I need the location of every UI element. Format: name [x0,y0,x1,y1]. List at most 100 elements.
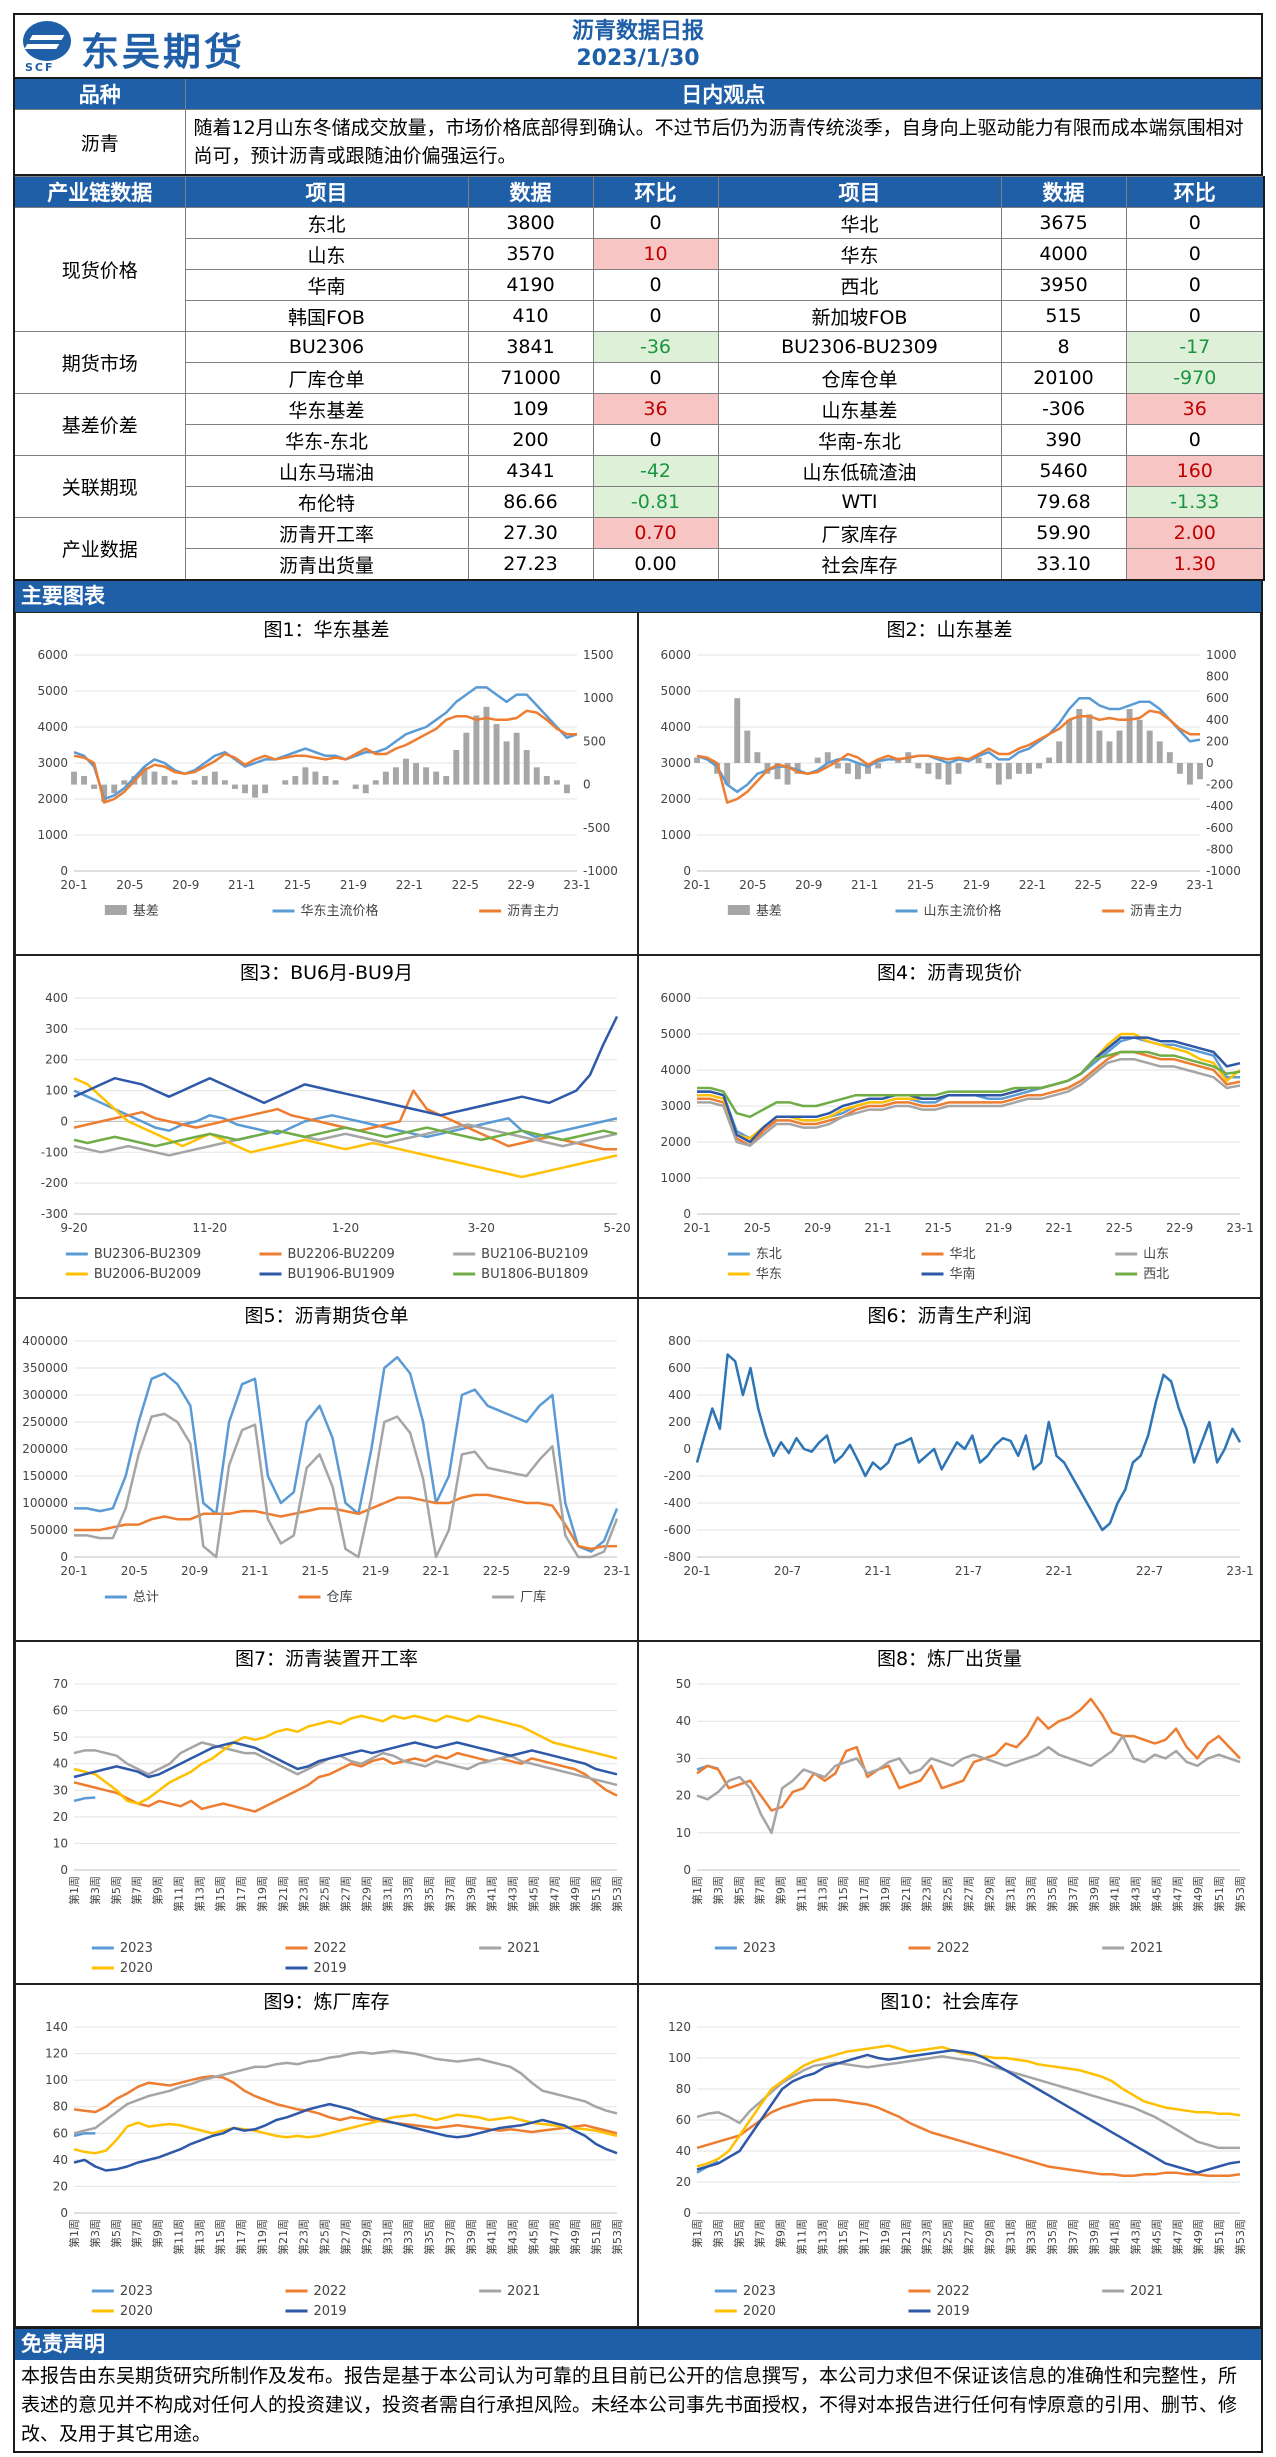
logo-mark-icon [23,21,71,61]
x-tick-label: 第53周 [1233,1876,1247,1912]
basis-bar [111,784,118,794]
y-tick-label: 0 [683,2206,691,2220]
x-tick-label: 第19周 [255,1876,269,1912]
x-tick-label: 第31周 [1003,2219,1017,2255]
x-tick-label: 第13周 [192,1876,206,1912]
item-change: 0.70 [592,517,719,549]
basis-bar [1056,741,1063,763]
item-value: 79.68 [1000,486,1127,518]
series-line [73,2074,618,2135]
table-row: 关联期现 山东马瑞油 4341 -42 山东低硫渣油 5460 160 [13,455,1265,518]
item-name: BU2306 [184,331,469,363]
legend-label: 华东 [756,1267,782,1282]
x-tick-label: 21-1 [851,878,878,892]
basis-bar [995,763,1002,785]
basis-bar [754,752,761,763]
basis-bar [101,784,108,802]
x-tick-label: 23-1 [603,1564,630,1578]
item-change: 36 [592,393,719,425]
disclaimer-title: 免责声明 [13,2327,1263,2360]
series-line [697,1032,1241,1140]
x-tick-label: 第29周 [982,1876,996,1912]
y-tick-label: 60 [53,1704,68,1718]
basis-bar [141,767,148,785]
basis-bar [332,780,339,785]
basis-bar [1106,741,1113,763]
legend-label: 华南 [950,1266,976,1282]
x-tick-label: 第43周 [1129,1876,1143,1912]
y-tick-label: 100 [668,2051,691,2065]
table-row: 期货市场 BU2306 3841 -36 BU2306-BU2309 8 -17 [13,331,1265,394]
basis-bar [453,750,460,785]
basis-bar [975,757,982,763]
basis-bar [1086,714,1093,763]
chart-svg: 0 1000 2000 3000 4000 5000 6000 20-1 20-5 20-9 21-… [660,991,1253,1282]
y-tick-label: 200 [45,1053,68,1067]
basis-bar [1186,763,1193,785]
y2-tick-label: 200 [1206,734,1229,748]
x-tick-label: 第27周 [962,2219,976,2255]
disclaimer-text: 本报告由东吴期货研究所制作及发布。报告是基于本公司认为可靠的且目前已公开的信息撰… [13,2360,1263,2453]
x-tick-label: 第19周 [255,2219,269,2255]
y-tick-label: 40 [676,2144,691,2158]
basis-bar [302,767,309,785]
y-tick-label: 5000 [37,684,68,698]
item-name: 华南 [184,269,469,301]
item-change: -42 [592,455,719,487]
x-tick-label: 23-1 [563,878,590,892]
y-tick-label: 120 [45,2047,68,2061]
basis-bar [483,706,490,785]
item-change: 0 [1125,207,1265,239]
table-row: 厂库仓单 71000 0 仓库仓单 20100 -970 [14,362,1265,394]
item-name: 华东 [717,238,1002,270]
x-tick-label: 第27周 [339,2219,353,2255]
x-tick-label: 第21周 [276,1876,290,1912]
legend-swatch [727,905,750,915]
series-line [697,1050,1241,1119]
basis-bar [855,763,861,780]
x-tick-label: 22-5 [452,878,479,892]
series-line [696,1734,1241,1835]
item-value: 200 [467,424,594,456]
table-row: 产业数据 沥青开工率 27.30 0.70 厂家库存 59.90 2.00 [13,517,1265,581]
chart-svg: -800 -600 -400 -200 0 200 400 600 800 20-1 20-7 21-… [664,1334,1254,1578]
legend-label: BU1906-BU1909 [288,1267,395,1282]
x-tick-label: 21-1 [864,1221,891,1235]
table-row: 基差价差 华东基差 109 36 山东基差 -306 36 [13,393,1265,456]
legend-label: 2022 [314,2284,347,2299]
y2-tick-label: -1000 [1206,864,1241,878]
basis-bar [91,784,98,789]
y2-tick-label: 1000 [583,691,614,705]
item-value: 27.30 [467,517,594,549]
chain-header-1: 项目 [184,176,469,208]
y-tick-label: 1000 [660,1171,691,1185]
x-tick-label: 第31周 [380,2219,394,2255]
x-tick-label: 第33周 [1024,2219,1038,2255]
item-change: 0 [592,207,719,239]
y-tick-label: 3000 [660,756,691,770]
item-name: 厂家库存 [717,517,1002,549]
group-label: 产业数据 [13,517,186,581]
y2-tick-label: 1000 [1206,648,1237,662]
legend-label: BU1806-BU1809 [481,1267,588,1282]
item-change: 0 [592,362,719,394]
item-value: 27.23 [467,548,594,581]
item-name: 山东 [184,238,469,270]
chart-svg: 0 1000 2000 3000 4000 5000 6000 -1000 -500 0 500 10… [37,648,617,919]
item-change: 0 [1125,424,1265,456]
legend-label: BU2106-BU2109 [481,1247,588,1262]
y2-tick-label: -800 [1206,842,1233,856]
y-tick-label: 0 [683,1207,691,1221]
item-value: 3800 [467,207,594,239]
chart-c10: 图10：社会库存 0 20 40 60 80 100 120 第1周 第3周 第5周 第7周 第9周 第1… [638,1984,1261,2327]
basis-bar [282,780,289,785]
basis-bar [985,763,992,769]
y-tick-label: 5000 [660,684,691,698]
item-value: 20100 [1000,362,1127,394]
x-tick-label: 20-1 [60,1564,87,1578]
legend-label: 2021 [507,2284,540,2299]
x-tick-label: 第5周 [109,1876,123,1905]
x-tick-label: 第1周 [690,1876,704,1905]
x-tick-label: 第35周 [422,2219,436,2255]
